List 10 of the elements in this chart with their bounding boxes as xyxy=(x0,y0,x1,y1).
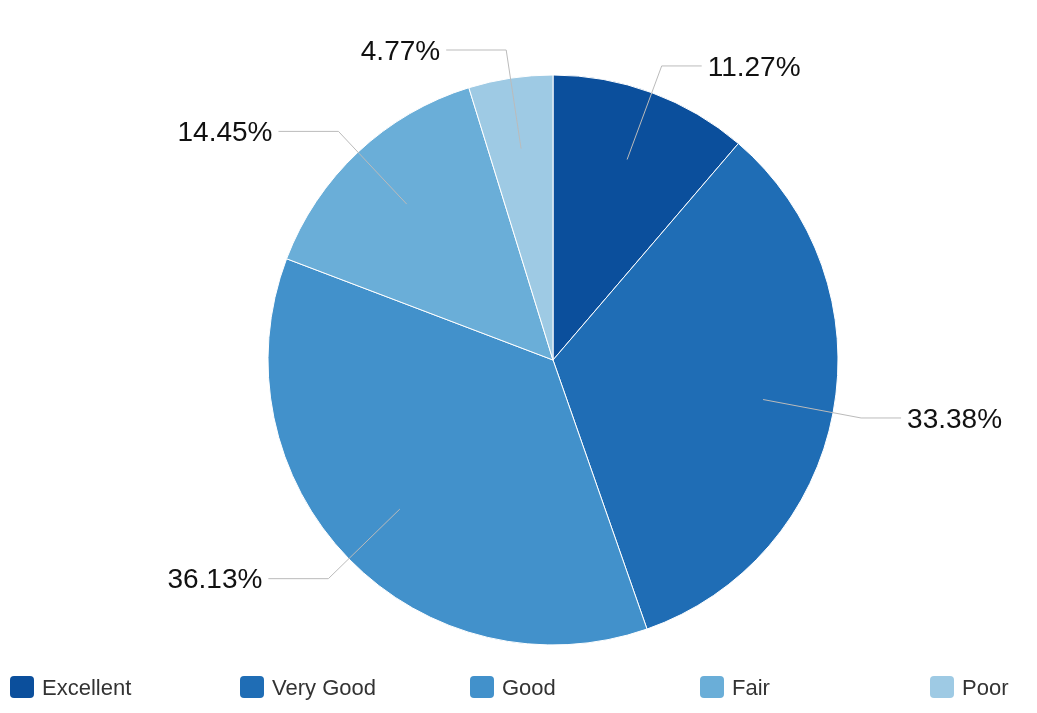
data-label: 33.38% xyxy=(907,402,1003,434)
legend-label: Poor xyxy=(962,674,1009,700)
data-label: 11.27% xyxy=(707,50,801,82)
legend-label: Excellent xyxy=(42,674,132,700)
data-label: 4.77% xyxy=(360,34,441,66)
legend-label: Very Good xyxy=(272,674,376,700)
data-label: 14.45% xyxy=(177,116,273,148)
legend-label: Good xyxy=(502,674,556,700)
legend-label: Fair xyxy=(732,674,770,700)
data-label: 36.13% xyxy=(167,563,263,595)
